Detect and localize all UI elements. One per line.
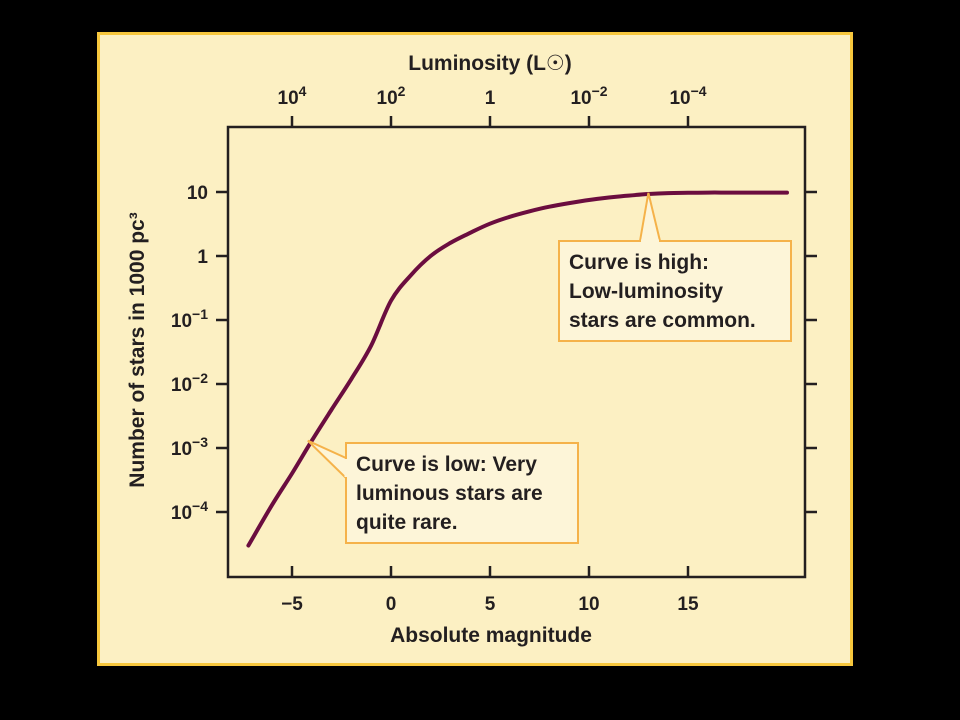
callout-line: Curve is low: Very <box>356 453 537 476</box>
luminosity-curve <box>246 190 789 548</box>
top-axis-title: Luminosity (L☉) <box>408 52 571 75</box>
callout-low: Curve is low: Very luminous stars are quit… <box>307 439 579 544</box>
top-tick-label: 1 <box>485 88 496 109</box>
callout-box <box>345 442 579 544</box>
x-tick-label: −5 <box>281 594 303 615</box>
top-tick-label: 10−4 <box>669 83 706 109</box>
callout-line: Curve is high: <box>569 251 709 274</box>
y-tick-label: 10−4 <box>171 498 208 524</box>
callout-line: Low-luminosity <box>569 280 723 303</box>
x-tick-label: 15 <box>677 594 699 615</box>
y-tick-label: 1 <box>197 247 208 268</box>
callout-box <box>558 240 792 342</box>
callout-line: luminous stars are <box>356 482 543 505</box>
plot-frame <box>226 125 807 579</box>
callout-high: Curve is high: Low-luminosity stars are co… <box>558 192 792 342</box>
top-tick-label: 104 <box>278 83 307 109</box>
figure-panel <box>97 32 853 666</box>
y-tick-label: 10 <box>187 183 208 204</box>
top-tick-label: 10−2 <box>570 83 607 109</box>
y-axis-title: Number of stars in 1000 pc³ <box>126 212 149 487</box>
callout-pointer <box>638 192 662 242</box>
callout-line: quite rare. <box>356 511 458 534</box>
y-tick-label: 10−1 <box>171 306 208 332</box>
callout-line: stars are common. <box>569 309 756 332</box>
callout-pointer <box>307 439 347 481</box>
y-tick-label: 10−2 <box>171 370 208 396</box>
x-tick-label: 0 <box>386 594 397 615</box>
y-tick-label: 10−3 <box>171 434 208 460</box>
x-tick-label: 10 <box>578 594 599 615</box>
x-tick-label: 5 <box>485 594 496 615</box>
x-axis-title: Absolute magnitude <box>390 624 592 647</box>
top-tick-label: 102 <box>377 83 406 109</box>
